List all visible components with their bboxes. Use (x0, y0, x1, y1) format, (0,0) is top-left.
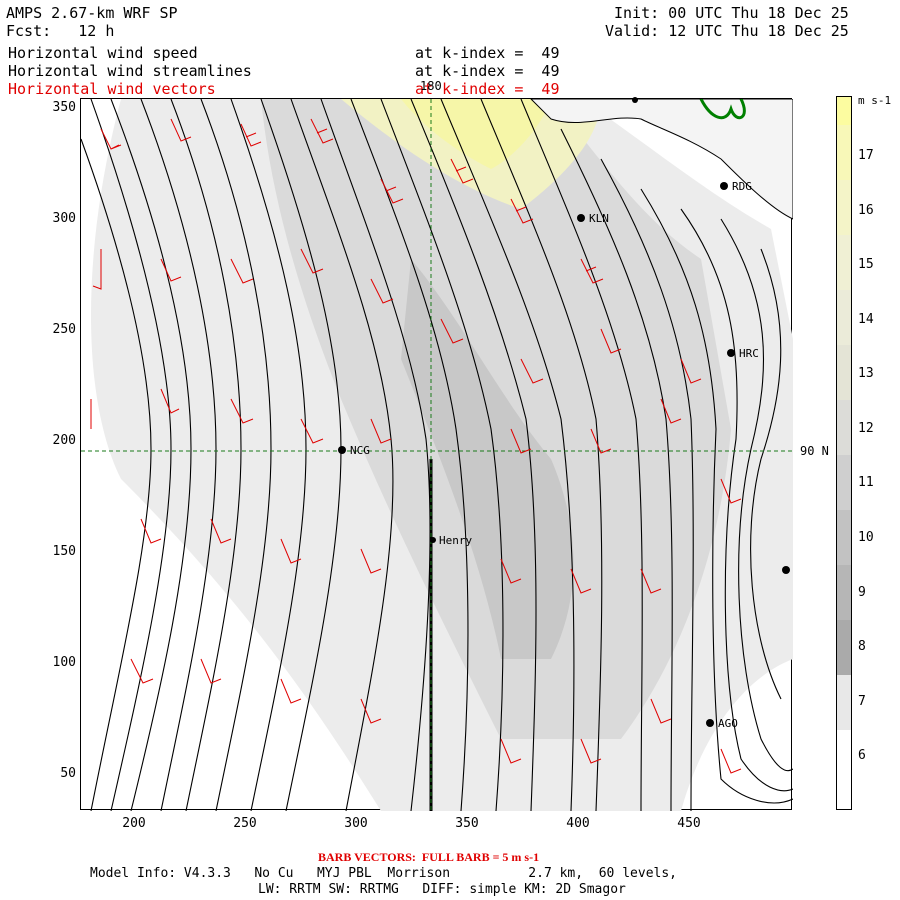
barb-legend: BARB VECTORS: FULL BARB = 5 m s-1 (318, 850, 540, 864)
field-label-streamlines: Horizontal wind streamlines (8, 62, 252, 80)
field-level-speed: at k-index = 49 (415, 44, 560, 62)
model-info: Model Info: V4.3.3 No Cu MYJ PBL Morriso… (90, 866, 677, 881)
x-tick-200: 200 (122, 816, 146, 831)
colorbar-tick-7: 7 (858, 694, 866, 709)
colorbar-tick-9: 9 (858, 585, 866, 600)
station-marker-rdg (720, 182, 728, 190)
colorbar-tick-10: 10 (858, 530, 874, 545)
colorbar-segment (837, 290, 851, 345)
station-label-ago: AGO (718, 717, 738, 730)
station-marker-unnamed-1 (782, 566, 790, 574)
colorbar-segment (837, 730, 851, 809)
colorbar-tick-17: 17 (858, 148, 874, 163)
station-label-hrc: HRC (739, 347, 759, 360)
colorbar (836, 96, 852, 810)
physics-info: LW: RRTM SW: RRTMG DIFF: simple KM: 2D S… (258, 882, 626, 897)
field-level-streamlines: at k-index = 49 (415, 62, 560, 80)
colorbar-units: m s-1 (858, 94, 892, 107)
map-svg (81, 99, 793, 811)
y-tick-150: 150 (52, 544, 76, 559)
wind-barbs (90, 118, 742, 774)
station-label-henry: Henry (439, 534, 473, 547)
station-label-rdg: RDG (732, 180, 752, 193)
y-tick-100: 100 (52, 655, 76, 670)
colorbar-segment (837, 565, 851, 620)
colorbar-segment (837, 180, 851, 235)
valid-time: Valid: 12 UTC Thu 18 Dec 25 (605, 22, 849, 40)
station-label-kln: KLN (589, 212, 609, 225)
y-tick-300: 300 (52, 211, 76, 226)
station-marker-ago (706, 719, 714, 727)
colorbar-segment (837, 400, 851, 455)
x-tick-350: 350 (455, 816, 479, 831)
colorbar-segment (837, 125, 851, 180)
colorbar-tick-6: 6 (858, 748, 866, 763)
colorbar-tick-8: 8 (858, 639, 866, 654)
station-label-ncg: NCG (350, 444, 370, 457)
forecast-hour: Fcst: 12 h (6, 22, 115, 40)
colorbar-segment (837, 675, 851, 730)
land-area (530, 99, 793, 220)
colorbar-tick-13: 13 (858, 366, 874, 381)
field-label-vectors: Horizontal wind vectors (8, 80, 216, 98)
field-label-speed: Horizontal wind speed (8, 44, 198, 62)
map-plot-area (80, 98, 793, 811)
colorbar-tick-16: 16 (858, 203, 874, 218)
station-marker-ncg (338, 446, 346, 454)
model-title: AMPS 2.67-km WRF SP (6, 4, 178, 22)
station-marker-hrc (727, 349, 735, 357)
colorbar-segment (837, 235, 851, 290)
colorbar-segment (837, 510, 851, 565)
colorbar-tick-15: 15 (858, 257, 874, 272)
colorbar-segment (837, 97, 851, 125)
colorbar-tick-14: 14 (858, 312, 874, 327)
y-tick-200: 200 (52, 433, 76, 448)
coastline-green (699, 99, 746, 120)
field-level-vectors: at k-index = 49 (415, 80, 560, 98)
colorbar-segment (837, 345, 851, 400)
meridian-label: 180 (420, 79, 442, 93)
colorbar-tick-12: 12 (858, 421, 874, 436)
x-tick-300: 300 (344, 816, 368, 831)
colorbar-segment (837, 620, 851, 675)
y-tick-250: 250 (52, 322, 76, 337)
y-tick-50: 50 (60, 766, 76, 781)
colorbar-segment (837, 455, 851, 510)
init-time: Init: 00 UTC Thu 18 Dec 25 (614, 4, 849, 22)
y-tick-350: 350 (52, 100, 76, 115)
x-tick-250: 250 (233, 816, 257, 831)
station-marker-unnamed-2 (632, 97, 638, 103)
station-marker-kln (577, 214, 585, 222)
x-tick-450: 450 (677, 816, 701, 831)
x-tick-400: 400 (566, 816, 590, 831)
speed-shade-core (401, 259, 574, 659)
station-marker-henry (430, 537, 436, 543)
colorbar-tick-11: 11 (858, 475, 874, 490)
parallel-label: 90 N (800, 444, 829, 458)
speed-shade-jet-core (401, 99, 551, 169)
